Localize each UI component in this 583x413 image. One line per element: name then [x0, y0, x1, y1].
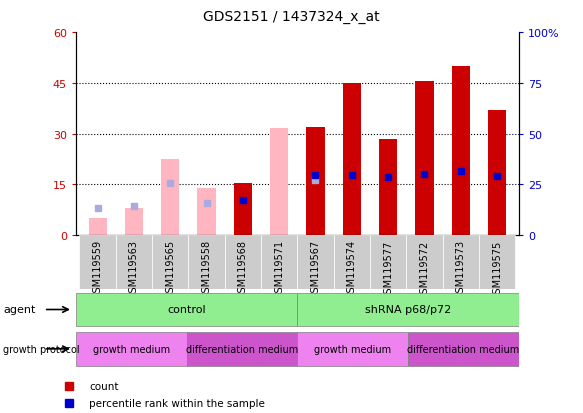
Bar [234, 183, 252, 235]
Text: growth medium: growth medium [93, 344, 170, 354]
Bar [161, 159, 180, 235]
Bar [415, 82, 434, 235]
Text: GSM119558: GSM119558 [202, 240, 212, 299]
Text: count: count [89, 381, 118, 391]
Bar [188, 235, 224, 289]
Text: GSM119571: GSM119571 [274, 240, 284, 299]
Bar [187, 332, 297, 366]
Text: control: control [167, 305, 206, 315]
Bar [76, 332, 187, 366]
Bar [343, 83, 361, 235]
Text: GSM119577: GSM119577 [383, 240, 393, 299]
Bar [452, 67, 470, 235]
Bar [408, 332, 519, 366]
Text: GSM119565: GSM119565 [165, 240, 175, 299]
Bar [224, 235, 261, 289]
Text: growth protocol: growth protocol [3, 344, 79, 354]
Bar [89, 218, 107, 235]
Bar [379, 139, 397, 235]
Text: GSM119559: GSM119559 [93, 240, 103, 299]
Bar [488, 111, 506, 235]
Bar [297, 235, 333, 289]
Text: GSM119567: GSM119567 [311, 240, 321, 299]
Text: percentile rank within the sample: percentile rank within the sample [89, 398, 265, 408]
Bar [261, 235, 297, 289]
Bar [307, 128, 325, 235]
Text: growth medium: growth medium [314, 344, 391, 354]
Text: GSM119574: GSM119574 [347, 240, 357, 299]
Bar [198, 188, 216, 235]
Text: differentiation medium: differentiation medium [186, 344, 298, 354]
Text: shRNA p68/p72: shRNA p68/p72 [365, 305, 451, 315]
Bar [307, 129, 325, 235]
Bar [116, 235, 152, 289]
Bar [333, 235, 370, 289]
Bar [479, 235, 515, 289]
Text: GSM119573: GSM119573 [456, 240, 466, 299]
Text: differentiation medium: differentiation medium [408, 344, 519, 354]
Text: GSM119563: GSM119563 [129, 240, 139, 299]
Bar [442, 235, 479, 289]
Bar [406, 235, 442, 289]
Bar [297, 293, 519, 326]
Bar [270, 129, 288, 235]
Bar [370, 235, 406, 289]
Text: GSM119568: GSM119568 [238, 240, 248, 299]
Text: GSM119572: GSM119572 [419, 240, 430, 299]
Bar [152, 235, 188, 289]
Text: GSM119575: GSM119575 [492, 240, 502, 299]
Text: agent: agent [3, 305, 36, 315]
Bar [125, 209, 143, 235]
Text: GDS2151 / 1437324_x_at: GDS2151 / 1437324_x_at [203, 10, 380, 24]
Bar [79, 235, 116, 289]
Bar [76, 293, 297, 326]
Bar [297, 332, 408, 366]
